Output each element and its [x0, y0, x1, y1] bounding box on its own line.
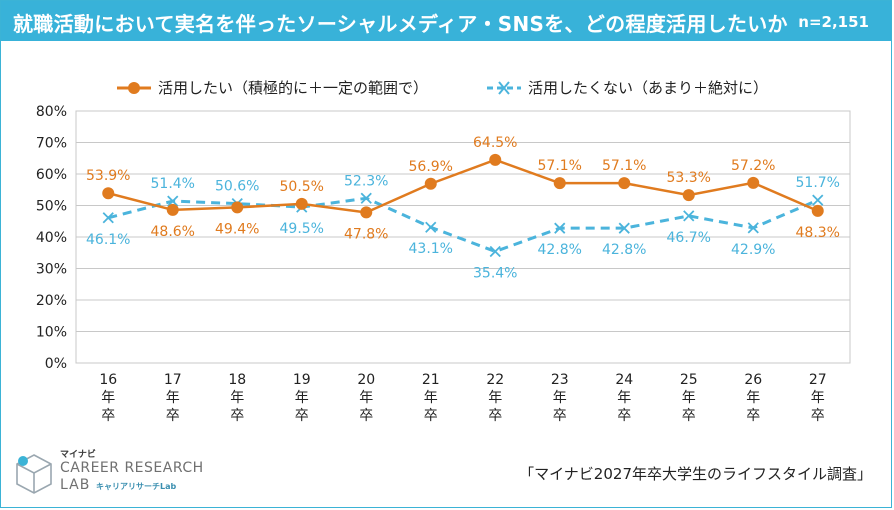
legend-label-not-want: 活用したくない（あまり＋絶対に）	[528, 79, 768, 97]
data-label-want: 64.5%	[473, 135, 517, 151]
y-tick-label: 70%	[36, 136, 67, 152]
data-label-not-want: 42.9%	[731, 242, 775, 258]
data-label-want: 57.2%	[731, 158, 775, 174]
chart-title: 就職活動において実名を伴ったソーシャルメディア・SNSを、どの程度活用したいか	[13, 12, 788, 36]
data-point-want	[682, 189, 695, 202]
data-point-want	[295, 197, 308, 210]
data-label-want: 56.9%	[409, 159, 453, 175]
data-label-want: 49.4%	[215, 221, 259, 237]
data-point-not-want	[425, 221, 437, 233]
logo-line1: CAREER RESEARCH	[60, 460, 204, 476]
data-point-want	[811, 204, 824, 217]
data-point-want	[489, 153, 502, 166]
data-label-want: 50.5%	[280, 179, 324, 195]
x-tick-label: 25 年卒	[680, 372, 698, 424]
y-tick-label: 40%	[36, 230, 67, 246]
data-label-want: 57.1%	[602, 158, 646, 174]
data-point-not-want	[747, 222, 759, 234]
data-label-not-want: 52.3%	[344, 173, 388, 189]
data-point-not-want	[360, 192, 372, 204]
data-point-want	[553, 177, 566, 190]
y-tick-label: 50%	[36, 199, 67, 215]
series-line-want	[107, 158, 819, 214]
y-tick-label: 10%	[36, 325, 67, 341]
data-label-not-want: 51.4%	[151, 176, 195, 192]
data-point-not-want	[167, 195, 179, 207]
y-tick-label: 60%	[36, 167, 67, 183]
data-point-not-want	[812, 194, 824, 206]
series-line-not-want	[107, 196, 819, 254]
data-point-want	[102, 187, 115, 200]
legend-marker-not-want	[498, 81, 510, 95]
data-point-not-want	[618, 222, 630, 234]
data-point-want	[166, 203, 179, 216]
data-label-want: 57.1%	[538, 158, 582, 174]
data-label-not-want: 46.7%	[667, 230, 711, 246]
source-note: 「マイナビ2027年卒大学生のライフスタイル調査」	[519, 465, 872, 483]
sample-size: n=2,151	[798, 13, 869, 31]
data-label-want: 53.9%	[86, 168, 130, 184]
data-label-not-want: 49.5%	[280, 221, 324, 237]
data-point-want	[618, 177, 631, 190]
legend-marker-want	[128, 82, 140, 94]
y-tick-label: 0%	[45, 356, 67, 372]
logo-sub: キャリアリサーチLab	[96, 482, 177, 491]
y-tick-label: 80%	[36, 104, 67, 120]
data-point-not-want	[683, 210, 695, 222]
data-label-want: 48.3%	[796, 225, 840, 241]
data-label-want: 48.6%	[151, 224, 195, 240]
data-label-not-want: 42.8%	[538, 242, 582, 258]
x-tick-label: 23 年卒	[551, 372, 569, 424]
data-label-not-want: 35.4%	[473, 265, 517, 281]
data-label-want: 47.8%	[344, 226, 388, 242]
data-point-not-want	[554, 222, 566, 234]
logo-line2: LAB	[60, 477, 91, 493]
data-point-not-want	[102, 212, 114, 224]
x-tick-label: 22 年卒	[486, 372, 504, 424]
x-tick-label: 24 年卒	[615, 372, 633, 424]
data-label-want: 53.3%	[667, 170, 711, 186]
logo-brand: マイナビ	[60, 450, 96, 460]
data-label-not-want: 51.7%	[796, 175, 840, 191]
x-tick-label: 17 年卒	[164, 372, 182, 424]
data-point-want	[747, 176, 760, 189]
data-point-not-want	[489, 245, 501, 258]
y-tick-label: 30%	[36, 262, 67, 278]
legend-label-want: 活用したい（積極的に＋一定の範囲で）	[158, 79, 428, 97]
title-bar: 就職活動において実名を伴ったソーシャルメディア・SNSを、どの程度活用したいか …	[1, 1, 891, 41]
data-point-want	[231, 201, 244, 214]
x-tick-label: 26 年卒	[744, 372, 762, 424]
x-tick-label: 18 年卒	[228, 372, 246, 424]
data-label-not-want: 42.8%	[602, 242, 646, 258]
x-tick-label: 20 年卒	[357, 372, 375, 424]
data-label-not-want: 43.1%	[409, 241, 453, 257]
x-tick-label: 19 年卒	[293, 372, 311, 424]
x-tick-label: 27 年卒	[809, 372, 827, 424]
data-point-want	[424, 177, 437, 190]
data-label-not-want: 50.6%	[215, 179, 259, 195]
cube-logo-icon	[16, 454, 52, 494]
x-tick-label: 16 年卒	[99, 372, 117, 424]
y-tick-label: 20%	[36, 293, 67, 309]
data-point-want	[360, 206, 373, 219]
x-tick-label: 21 年卒	[422, 372, 440, 424]
data-label-not-want: 46.1%	[86, 232, 130, 248]
